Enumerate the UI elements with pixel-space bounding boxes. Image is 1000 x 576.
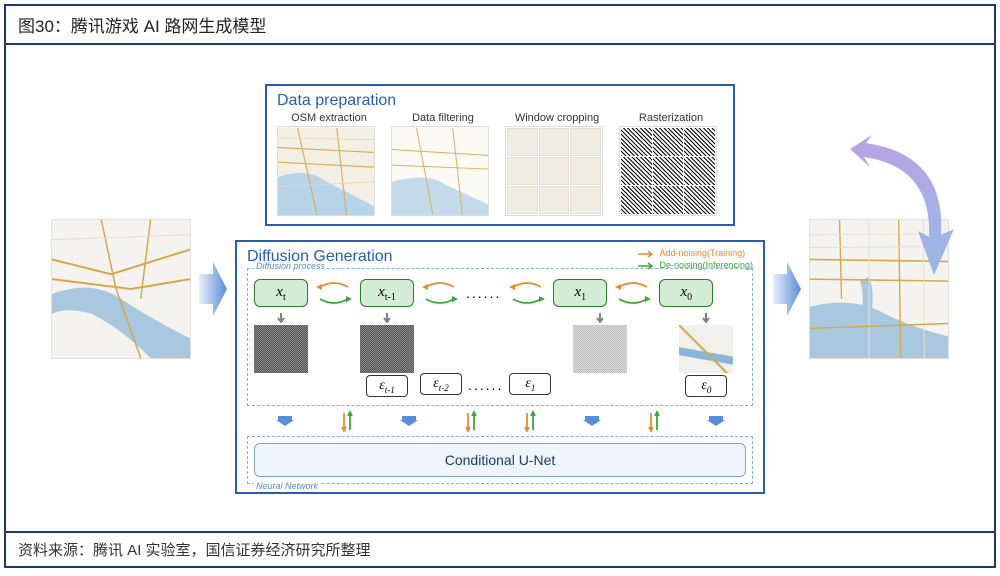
dp-col-raster: Rasterization — [619, 112, 723, 216]
dots: ...... — [466, 285, 501, 301]
figure-title: 腾讯游戏 AI 路网生成模型 — [71, 17, 267, 36]
dp-col-crop: Window cropping — [505, 112, 609, 216]
blue-down-arrow-icon — [400, 414, 418, 426]
noise-image-light — [573, 325, 627, 373]
arrow-input-to-model — [199, 254, 227, 324]
gray-down-arrow-icon — [701, 313, 711, 323]
epsilon-t-1: εt-1 — [366, 375, 408, 397]
noise-image-heavy — [254, 325, 308, 373]
epsilon-0: ε0 — [685, 375, 727, 397]
unet-connectors — [247, 408, 753, 432]
blue-down-arrow-icon — [707, 414, 725, 426]
dp-col-osm: OSM extraction — [277, 112, 381, 216]
x-states-row: xt xt-1 ...... — [254, 279, 746, 307]
noise-image-map — [679, 325, 733, 373]
noise-epsilon-row: εt-1 εt-2 ...... ε1 — [254, 313, 746, 397]
conditional-unet-box: Conditional U-Net — [254, 443, 746, 477]
exchange-arrows-icon — [507, 281, 547, 305]
noise-image — [360, 325, 414, 373]
gray-down-arrow-icon — [382, 313, 392, 323]
input-map-thumbnail — [51, 219, 191, 359]
source-label: 资料来源： — [18, 542, 93, 559]
arrow-model-to-output — [773, 254, 801, 324]
source-text: 腾讯 AI 实验室，国信证券经济研究所整理 — [93, 542, 371, 559]
blue-down-arrow-icon — [276, 414, 294, 426]
state-xt-1: xt-1 — [360, 279, 414, 307]
curve-arrow-dataprep-to-diffusion — [846, 125, 966, 285]
figure-frame: 图30：腾讯游戏 AI 路网生成模型 Data preparation — [4, 4, 996, 568]
window-cropping-thumb — [505, 126, 603, 216]
state-x1: x1 — [553, 279, 607, 307]
figure-content: Data preparation OSM extraction — [6, 45, 994, 533]
blue-down-arrow-icon — [583, 414, 601, 426]
neural-network-box: Conditional U-Net Neural Network — [247, 436, 753, 484]
data-preparation-panel: Data preparation OSM extraction — [265, 84, 735, 226]
data-filtering-thumb — [391, 126, 489, 216]
center-panels: Data preparation OSM extraction — [235, 84, 765, 494]
diffusion-process-box: Diffusion process xt xt-1 ... — [247, 268, 753, 406]
state-xt: xt — [254, 279, 308, 307]
state-x0: x0 — [659, 279, 713, 307]
gray-down-arrow-icon — [276, 313, 286, 323]
epsilon-t-2: εt-2 — [420, 373, 462, 395]
diffusion-generation-panel: Diffusion Generation Add-noising(Trainin… — [235, 240, 765, 494]
dp-col-filter: Data filtering — [391, 112, 495, 216]
source-bar: 资料来源：腾讯 AI 实验室，国信证券经济研究所整理 — [6, 531, 994, 566]
exchange-arrows-icon — [420, 281, 460, 305]
epsilon-1: ε1 — [509, 373, 551, 395]
dots: ...... — [468, 377, 503, 393]
exchange-arrows-icon — [314, 281, 354, 305]
data-prep-title: Data preparation — [277, 92, 723, 110]
gray-down-arrow-icon — [595, 313, 605, 323]
figure-number: 图30 — [18, 17, 54, 36]
figure-title-bar: 图30：腾讯游戏 AI 路网生成模型 — [6, 6, 994, 45]
rasterization-thumb — [619, 126, 717, 216]
exchange-arrows-icon — [613, 281, 653, 305]
osm-extraction-thumb — [277, 126, 375, 216]
